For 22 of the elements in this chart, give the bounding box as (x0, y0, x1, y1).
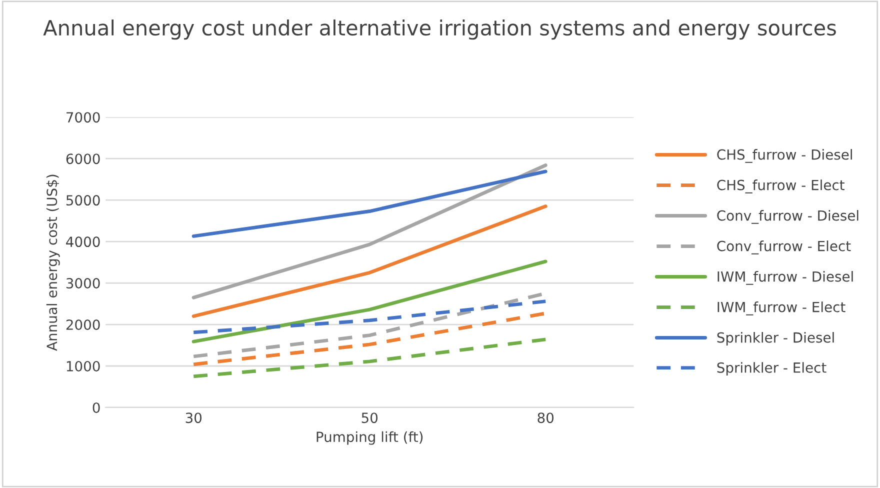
y-axis-title: Annual energy cost (US$) (46, 174, 60, 351)
legend-label: CHS_furrow - Elect (717, 180, 844, 194)
y-tick-label: 2000 (66, 319, 100, 330)
legend-label: Sprinkler - Elect (717, 362, 826, 376)
legend-label: CHS_furrow - Diesel (717, 149, 852, 163)
y-tick-label: 0 (92, 402, 100, 413)
legend-label: IWM_furrow - Elect (718, 302, 846, 316)
y-tick-label: 3000 (66, 278, 100, 289)
y-tick-label: 6000 (66, 154, 100, 164)
legend-label: Sprinkler - Diesel (717, 332, 834, 346)
legend-label: Conv_furrow - Elect (717, 240, 851, 254)
chart-title: Annual energy cost under alternative irrigation systems and energy sources (43, 20, 836, 40)
legend-label: IWM_furrow - Diesel (718, 271, 853, 285)
y-tick-label: 1000 (66, 360, 100, 372)
x-tick-label: 50 (362, 412, 378, 424)
x-tick-label: 30 (186, 412, 202, 424)
y-tick-label: 7000 (66, 112, 100, 123)
x-tick-label: 80 (538, 412, 554, 424)
y-tick-label: 5000 (66, 195, 100, 206)
y-tick-label: 4000 (66, 236, 100, 248)
legend-label: Conv_furrow - Diesel (717, 210, 858, 224)
x-axis-title: Pumping lift (ft) (316, 431, 423, 445)
